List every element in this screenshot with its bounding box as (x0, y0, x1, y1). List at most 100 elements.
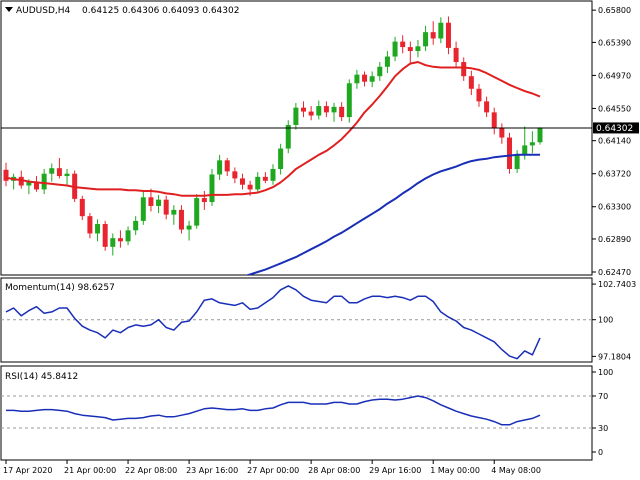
price-tick-label: 0.63720 (598, 170, 631, 179)
candle-body (239, 178, 245, 185)
candle-body (64, 173, 70, 177)
candle-body (224, 160, 230, 172)
candle-body (392, 41, 398, 57)
candle-body (56, 168, 62, 177)
time-tick-label: 17 Apr 2020 (3, 466, 52, 475)
candle-body (468, 76, 474, 89)
candle-body (278, 148, 284, 169)
candle-body (339, 106, 345, 118)
candle-body (34, 181, 40, 190)
candle-body (445, 22, 451, 48)
candle-body (423, 32, 429, 47)
candle-body (499, 128, 505, 138)
symbol-info: AUDUSD,H4 (16, 6, 71, 16)
rsi-title: RSI(14) 45.8412 (5, 372, 78, 382)
price-axis: 0.65800 0.65390 0.64970 0.64550 0.64140 0.637… (592, 6, 631, 277)
candle-body (95, 224, 101, 234)
candle-body (484, 101, 490, 113)
candle-body (3, 169, 9, 181)
candle-body (18, 176, 24, 186)
rsi-tick-label: 0 (598, 448, 603, 457)
candles-layer (3, 16, 543, 256)
time-axis: 17 Apr 2020 21 Apr 00:00 22 Apr 08:00 23 Ap… (3, 460, 541, 475)
candle-body (331, 106, 337, 113)
candle-body (148, 197, 154, 206)
time-tick-label: 4 May 08:00 (491, 466, 541, 475)
candle-body (87, 216, 93, 234)
candle-body (171, 209, 177, 215)
candle-body (506, 137, 512, 169)
candle-body (384, 56, 390, 67)
momentum-title: Momentum(14) 98.6257 (5, 283, 115, 293)
candle-body (125, 230, 131, 242)
candle-body (178, 209, 184, 230)
rsi-tick-label: 70 (598, 392, 608, 401)
ma-blue-line (244, 153, 540, 275)
candle-body (430, 32, 436, 39)
candle-body (438, 22, 444, 39)
candle-body (301, 107, 307, 112)
candle-body (377, 66, 383, 77)
time-tick-label: 23 Apr 16:00 (186, 466, 238, 475)
dropdown-triangle-icon[interactable] (5, 7, 13, 12)
price-tick-label: 0.65800 (598, 6, 631, 15)
time-tick-label: 29 Apr 16:00 (369, 466, 421, 475)
rsi-panel (0, 365, 593, 461)
time-tick-label: 28 Apr 08:00 (308, 466, 360, 475)
candle-body (201, 198, 207, 203)
rsi-tick-label: 100 (598, 368, 613, 377)
momentum-tick-label: 97.1804 (598, 352, 631, 361)
candle-body (453, 47, 459, 63)
current-price-box (593, 122, 639, 134)
rsi-line (6, 395, 541, 426)
candle-body (270, 168, 276, 181)
price-tick-label: 0.62890 (598, 235, 631, 244)
candle-body (186, 225, 192, 230)
candle-body (369, 76, 375, 82)
time-tick-label: 27 Apr 00:00 (247, 466, 299, 475)
candle-body (140, 197, 146, 221)
candle-body (400, 41, 406, 48)
candle-body (209, 174, 215, 203)
candle-body (194, 198, 200, 226)
time-tick-label: 22 Apr 08:00 (125, 466, 177, 475)
candle-body (232, 171, 238, 179)
price-tick-label: 0.63300 (598, 203, 631, 212)
ohlc-info: 0.64125 0.64306 0.64093 0.64302 (82, 6, 239, 16)
price-tick-label: 0.65390 (598, 38, 631, 47)
candle-body (491, 112, 497, 129)
price-tick-label: 0.62470 (598, 268, 631, 277)
candle-body (529, 142, 535, 146)
rsi-layer: 100 70 30 0 (1, 368, 613, 457)
candle-body (133, 220, 139, 231)
candle-body (308, 111, 314, 116)
candle-body (362, 74, 368, 82)
price-tick-label: 0.64550 (598, 104, 631, 113)
candle-body (476, 88, 482, 102)
candle-body (26, 181, 32, 186)
candle-body (293, 107, 299, 125)
candle-body (217, 160, 223, 175)
candle-body (102, 224, 108, 247)
candle-body (247, 184, 253, 190)
candle-body (156, 199, 162, 206)
candle-body (285, 124, 291, 149)
candle-body (537, 128, 543, 143)
moving-averages-layer (5, 61, 541, 275)
candle-body (323, 106, 329, 113)
candle-body (522, 145, 528, 155)
rsi-tick-label: 30 (598, 424, 608, 433)
candle-body (79, 198, 85, 217)
candle-body (316, 106, 322, 116)
momentum-line (5, 285, 541, 360)
candle-body (110, 238, 116, 247)
price-tick-label: 0.64970 (598, 71, 631, 80)
candle-body (461, 62, 467, 77)
candle-body (407, 47, 413, 52)
time-tick-label: 1 May 00:00 (430, 466, 480, 475)
momentum-tick-label: 102.7403 (598, 280, 636, 289)
momentum-tick-label: 100 (598, 316, 613, 325)
candle-body (262, 176, 268, 181)
candle-body (346, 83, 352, 118)
